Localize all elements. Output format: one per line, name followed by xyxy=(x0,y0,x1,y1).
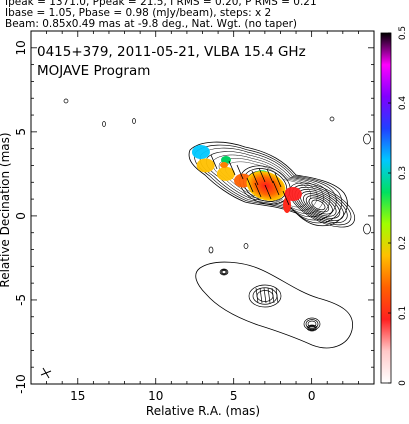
pol-contour-level xyxy=(219,268,229,276)
x-tick-label: 10 xyxy=(148,389,163,403)
evpa-vector xyxy=(258,167,266,183)
noise-contour xyxy=(363,223,371,235)
core-contour xyxy=(303,193,337,217)
pol-feature xyxy=(216,166,235,181)
pol-contour-level xyxy=(309,326,315,330)
pol-feature xyxy=(196,158,215,173)
pol-vector xyxy=(275,287,279,304)
y-tick-label: 0 xyxy=(14,212,28,220)
polarization-color-overlay xyxy=(191,145,302,213)
y-axis: 10 5 0 -5 -10 xyxy=(14,30,374,394)
colorbar-tick-label: 0.5 xyxy=(398,26,408,40)
contour-level xyxy=(218,158,318,211)
evpa-vector xyxy=(272,180,280,196)
colorbar-tick-label: 0.4 xyxy=(398,96,408,111)
evpa-vector xyxy=(251,170,259,186)
pol-core-patch xyxy=(283,197,291,213)
evpa-vector xyxy=(228,160,236,176)
beam-marker xyxy=(40,367,52,379)
pol-vector xyxy=(259,287,263,304)
evpa-vectors xyxy=(210,154,290,206)
y-tick-label: -5 xyxy=(14,294,28,306)
colorbar-tick-label: 0 xyxy=(398,380,408,386)
pol-contour-level xyxy=(307,325,317,331)
colorbar-tick-label: 0.1 xyxy=(398,306,408,320)
y-tick-label: 10 xyxy=(14,40,28,55)
colorbar-tick-label: 0.2 xyxy=(398,236,408,250)
evpa-vector xyxy=(246,177,254,193)
y-tick-label: 5 xyxy=(14,128,28,136)
y-axis-label: Relative Decination (mas) xyxy=(0,132,12,287)
colorbar xyxy=(380,32,392,384)
evpa-vector xyxy=(282,190,290,206)
annotation-line-1: 0415+379, 2011-05-21, VLBA 15.4 GHz xyxy=(37,44,306,60)
pol-main-knot xyxy=(246,171,286,201)
x-tick-label: 0 xyxy=(308,389,316,403)
x-axis: 15 10 5 0 xyxy=(30,31,375,403)
pol-contour-level xyxy=(307,320,317,328)
evpa-vector xyxy=(264,184,272,200)
x-axis-label: Relative R.A. (mas) xyxy=(146,404,260,418)
pol-vector xyxy=(255,287,259,304)
pol-feature xyxy=(191,145,210,160)
core-contour xyxy=(311,199,326,211)
noise-contour xyxy=(329,116,335,122)
pol-vector xyxy=(271,287,275,304)
colorbar-tick-label: 0.3 xyxy=(398,166,408,180)
x-tick-label: 15 xyxy=(70,389,85,403)
pol-contour-level xyxy=(221,270,227,274)
contour-level xyxy=(206,151,331,218)
evpa-vector xyxy=(254,182,262,198)
header-line-1: Ipeak = 1371.0, Ppeak = 21.5, I RMS = 0.… xyxy=(5,0,317,8)
colorbar-ticks: 0 0.1 0.2 0.3 0.4 0.5 xyxy=(388,26,408,386)
pol-green-patch xyxy=(221,156,231,164)
noise-contour xyxy=(208,246,214,254)
evpa-vector xyxy=(210,154,218,170)
pol-contour-level xyxy=(220,269,228,275)
noise-contour xyxy=(363,133,371,145)
contour-outer xyxy=(188,141,348,227)
header-line-3: Beam: 0.85x0.49 mas at -9.8 deg., Nat. W… xyxy=(5,18,298,30)
pol-contour-level xyxy=(248,284,282,308)
pol-contour-level xyxy=(305,319,319,329)
plot-frame xyxy=(30,30,375,385)
pol-vector xyxy=(263,287,267,304)
pol-contour-level xyxy=(306,324,318,332)
polarized-intensity-contours xyxy=(195,261,353,349)
core-contour xyxy=(308,197,330,213)
annotation-line-2: MOJAVE Program xyxy=(37,63,150,79)
x-tick-label: 5 xyxy=(230,389,238,403)
pol-orange-patch xyxy=(220,162,228,168)
noise-contour xyxy=(102,121,106,127)
pol-vector xyxy=(267,287,271,304)
noise-contour xyxy=(132,118,136,124)
evpa-vector xyxy=(236,164,244,180)
y-tick-label: -10 xyxy=(14,374,28,394)
header-line-2: Ibase = 1.05, Pbase = 0.98 (mJy/beam), s… xyxy=(5,7,272,19)
core-contour xyxy=(305,195,333,215)
pol-contour-outer xyxy=(195,261,353,349)
noise-contour xyxy=(243,243,249,249)
evpa-vector xyxy=(266,168,274,184)
evpa-vector xyxy=(274,172,282,188)
noise-contour xyxy=(63,98,69,104)
